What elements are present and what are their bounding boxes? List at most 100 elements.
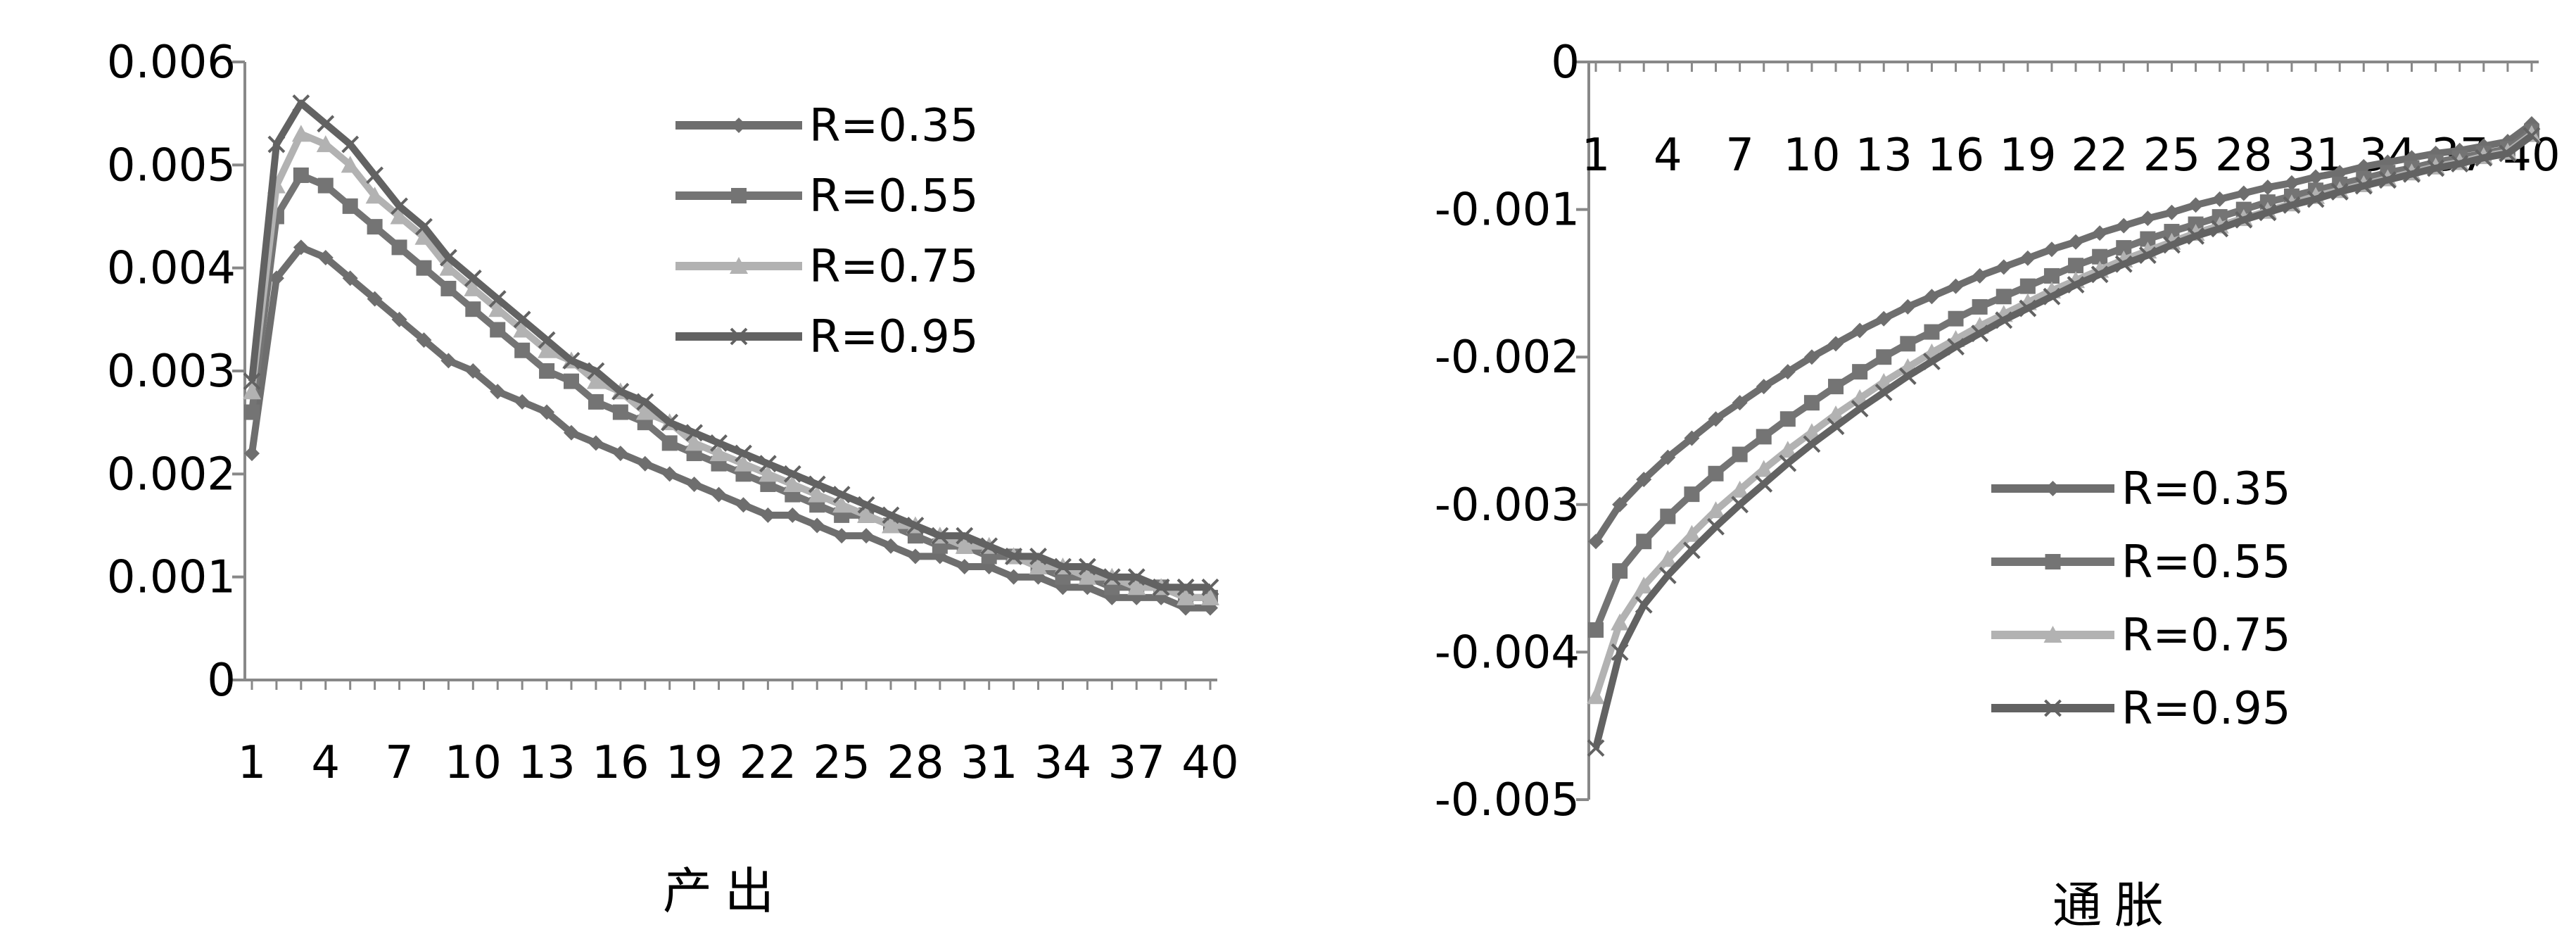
data-point bbox=[440, 353, 457, 369]
data-point bbox=[1756, 379, 1772, 395]
series-R=0.95 bbox=[1587, 127, 2541, 757]
data-point bbox=[1029, 558, 1048, 575]
data-point bbox=[1779, 411, 1796, 427]
data-point bbox=[955, 536, 974, 554]
data-point bbox=[1152, 578, 1170, 596]
data-point bbox=[661, 435, 678, 451]
data-point bbox=[1078, 558, 1096, 576]
data-point bbox=[636, 393, 654, 411]
data-point bbox=[2090, 265, 2109, 284]
data-point bbox=[709, 444, 728, 462]
y-tick-label: 0.002 bbox=[107, 448, 236, 500]
data-point bbox=[1658, 550, 1677, 567]
data-point bbox=[1900, 336, 1916, 352]
data-point bbox=[244, 446, 260, 462]
data-point bbox=[391, 311, 407, 327]
data-point bbox=[2332, 165, 2348, 181]
data-point bbox=[1755, 475, 1773, 493]
data-point bbox=[1851, 400, 1869, 417]
data-point bbox=[416, 260, 432, 276]
data-point bbox=[711, 486, 727, 503]
data-point bbox=[1730, 480, 1749, 498]
data-point bbox=[2114, 255, 2133, 273]
data-point bbox=[341, 156, 360, 173]
data-point bbox=[1029, 547, 1047, 565]
data-point bbox=[539, 404, 555, 420]
data-point bbox=[588, 393, 604, 410]
legend-marker bbox=[2043, 626, 2062, 643]
legend-label: R=0.75 bbox=[2121, 610, 2291, 662]
y-tick-label: -0.005 bbox=[1435, 774, 1580, 826]
data-point bbox=[809, 517, 825, 534]
data-point bbox=[686, 476, 702, 492]
data-point bbox=[588, 435, 604, 451]
data-point bbox=[1923, 353, 1941, 370]
data-point bbox=[1828, 336, 1844, 352]
legend-item: R=0.35 bbox=[675, 100, 979, 152]
data-point bbox=[1779, 364, 1796, 380]
data-point bbox=[293, 239, 309, 256]
data-point bbox=[2212, 191, 2228, 207]
data-point bbox=[906, 517, 925, 534]
x-axis-title: 产出 bbox=[663, 862, 787, 920]
data-point bbox=[464, 269, 482, 287]
data-point bbox=[564, 373, 579, 389]
data-point bbox=[2019, 278, 2036, 294]
data-point bbox=[465, 363, 481, 379]
data-point bbox=[759, 455, 777, 473]
data-point bbox=[488, 290, 507, 308]
data-point bbox=[1732, 395, 1748, 411]
data-point bbox=[1708, 411, 1724, 427]
data-point bbox=[2116, 240, 2132, 256]
data-point bbox=[538, 341, 557, 358]
y-tick-label: -0.004 bbox=[1435, 626, 1580, 679]
data-point bbox=[1971, 325, 1989, 343]
legend-marker bbox=[730, 257, 748, 274]
data-point bbox=[1005, 569, 1022, 585]
data-point bbox=[2187, 227, 2204, 245]
data-point bbox=[1005, 547, 1023, 565]
data-point bbox=[2188, 197, 2204, 213]
x-tick-label: 4 bbox=[311, 737, 340, 789]
y-tick-label: -0.002 bbox=[1435, 332, 1580, 384]
data-point bbox=[1827, 417, 1845, 436]
data-point bbox=[759, 465, 778, 482]
x-tick-label: 31 bbox=[960, 737, 1017, 789]
data-point bbox=[1924, 289, 1940, 305]
data-point bbox=[783, 465, 801, 483]
data-point bbox=[685, 424, 704, 442]
series-line bbox=[248, 244, 1210, 612]
data-point bbox=[883, 538, 899, 554]
x-tick-label: 10 bbox=[445, 737, 502, 789]
data-point bbox=[2068, 258, 2084, 274]
data-point bbox=[661, 413, 679, 432]
legend: R=0.35 R=0.55 R=0.75 R=0.95 bbox=[1991, 463, 2291, 735]
data-point bbox=[1996, 289, 2012, 305]
data-point bbox=[342, 198, 358, 214]
data-point bbox=[1876, 349, 1892, 365]
data-point bbox=[587, 362, 605, 380]
data-point bbox=[2330, 183, 2349, 201]
data-point bbox=[735, 444, 752, 462]
data-point bbox=[661, 466, 678, 482]
data-point bbox=[1587, 739, 1605, 757]
x-tick-label: 19 bbox=[1999, 130, 2056, 182]
data-point bbox=[2499, 144, 2517, 163]
data-point bbox=[857, 505, 876, 523]
data-point bbox=[2211, 220, 2229, 238]
data-point bbox=[390, 207, 409, 225]
data-point bbox=[1054, 558, 1072, 576]
data-point bbox=[1778, 441, 1797, 458]
x-tick-label: 19 bbox=[666, 737, 723, 789]
data-point bbox=[1587, 687, 1605, 705]
data-point bbox=[513, 310, 531, 329]
data-point bbox=[439, 258, 458, 276]
data-point bbox=[2138, 246, 2157, 264]
x-tick-label: 34 bbox=[1034, 737, 1091, 789]
data-point bbox=[1996, 259, 2012, 275]
data-point bbox=[2092, 225, 2108, 241]
data-point bbox=[808, 475, 826, 493]
x-tick-label: 16 bbox=[1927, 130, 1984, 182]
data-point bbox=[2523, 127, 2541, 145]
data-point bbox=[1828, 379, 1844, 395]
